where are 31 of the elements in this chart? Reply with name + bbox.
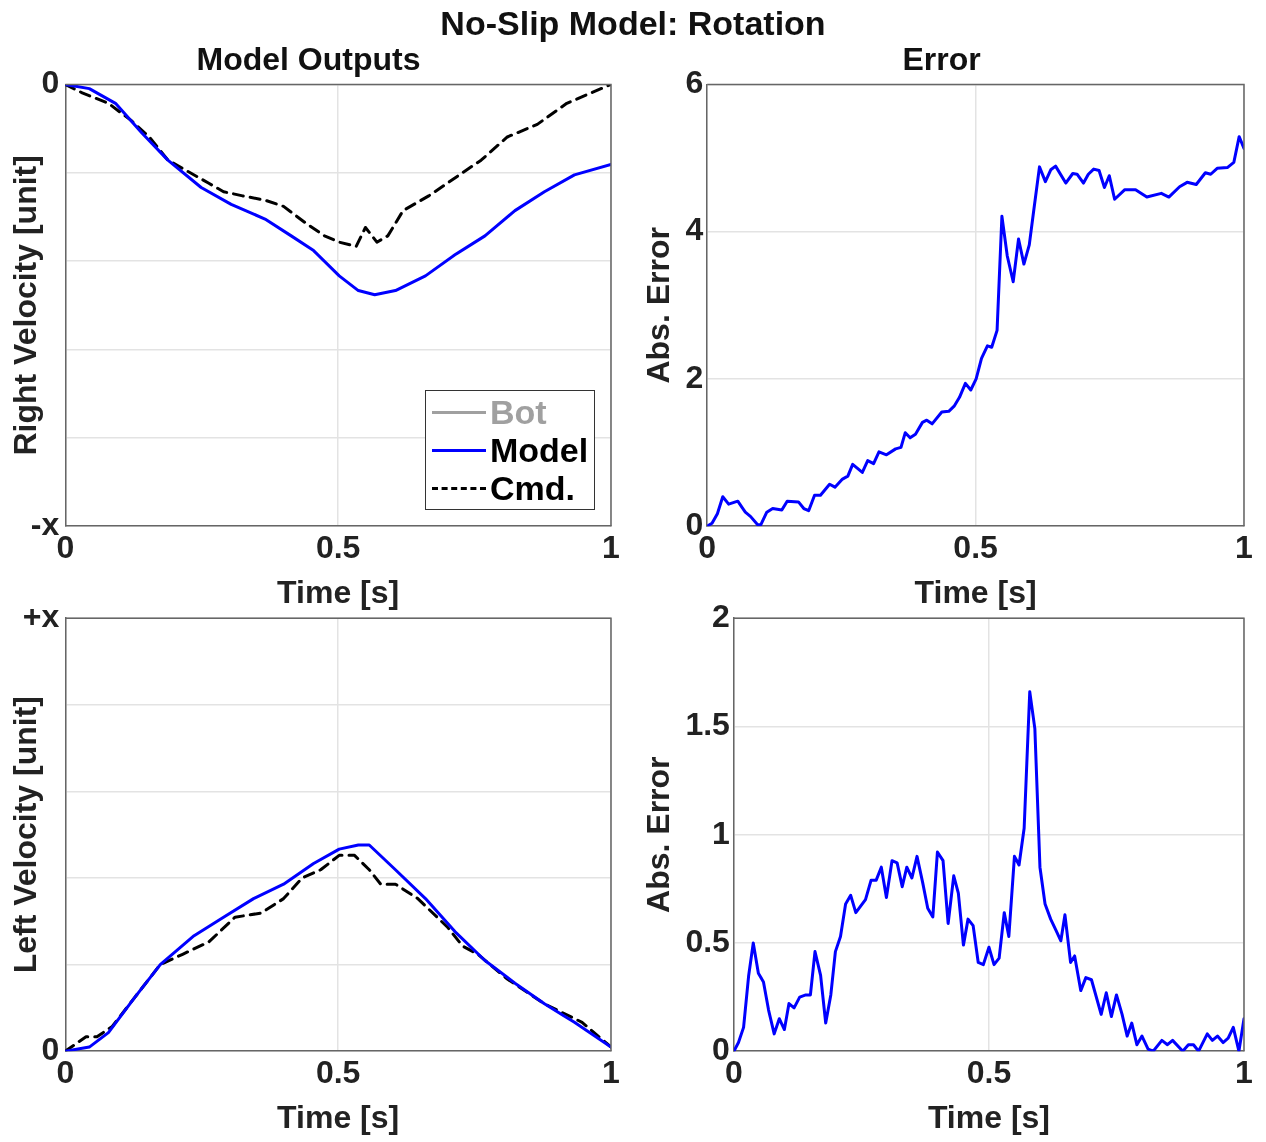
y-axis-title: Left Velocity [unit] bbox=[7, 696, 44, 974]
x-tick-label: 1 bbox=[602, 1054, 620, 1091]
y-tick-label: 1 bbox=[712, 814, 730, 851]
y-axis-title: Right Velocity [unit] bbox=[7, 155, 44, 456]
y-tick-label: 4 bbox=[685, 211, 704, 248]
x-axis-title: Time [s] bbox=[277, 1098, 400, 1135]
x-axis-title: Time [s] bbox=[914, 573, 1037, 610]
y-tick-label: 2 bbox=[712, 598, 730, 635]
chart-title: No-Slip Model: Rotation bbox=[439, 4, 827, 43]
legend-label: Model bbox=[490, 431, 589, 470]
x-tick-label: 0.5 bbox=[315, 529, 361, 566]
chart-title: Error bbox=[902, 41, 981, 78]
x-tick-label: 1 bbox=[602, 529, 620, 566]
y-tick-label: 1.5 bbox=[685, 706, 730, 743]
x-tick-label: 0.5 bbox=[953, 529, 998, 566]
x-axis-title: Time [s] bbox=[927, 1098, 1050, 1135]
y-tick-label: 2 bbox=[685, 358, 704, 395]
y-axis-title: Abs. Error bbox=[640, 756, 677, 913]
chart-subtitle: Model Outputs bbox=[196, 41, 421, 78]
x-tick-label: 1 bbox=[1235, 529, 1253, 566]
legend-label: Bot bbox=[490, 393, 547, 432]
legend-label: Cmd. bbox=[490, 469, 575, 508]
y-axis-title: Abs. Error bbox=[640, 227, 677, 384]
text: 0 bbox=[41, 64, 60, 101]
x-axis-title: Time [s] bbox=[277, 573, 400, 610]
x-tick-label: 1 bbox=[1235, 1054, 1253, 1091]
x-tick-label: 0.5 bbox=[966, 1054, 1012, 1091]
y-tick-label: 0.5 bbox=[685, 922, 730, 959]
y-tick-label: 6 bbox=[685, 64, 704, 101]
x-tick-label: 0.5 bbox=[315, 1054, 361, 1091]
text: +x bbox=[22, 598, 60, 635]
